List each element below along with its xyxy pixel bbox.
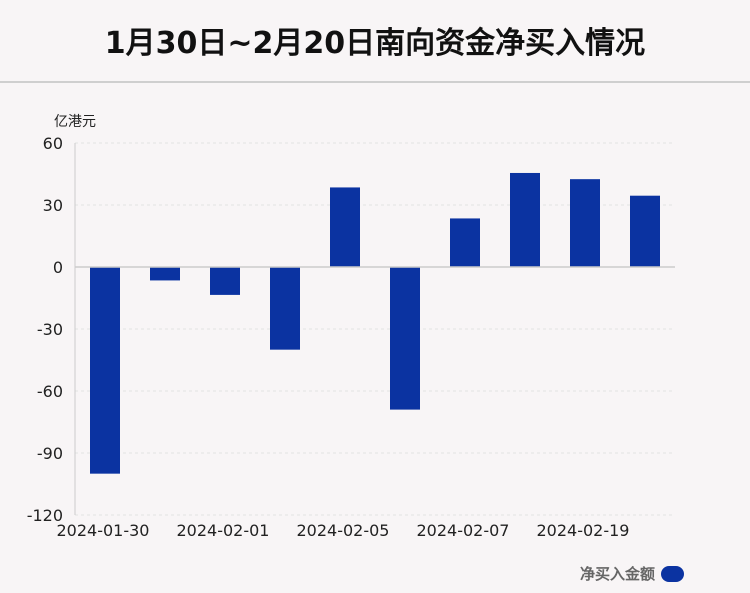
x-tick-label: 2024-02-19 — [537, 521, 630, 540]
bar — [510, 172, 540, 267]
bar — [90, 267, 120, 474]
x-tick-label: 2024-02-05 — [297, 521, 390, 540]
x-tick-label: 2024-01-30 — [57, 521, 150, 540]
y-tick-label: -90 — [37, 444, 63, 463]
x-tick-label: 2024-02-01 — [177, 521, 270, 540]
y-tick-label: -120 — [27, 506, 63, 525]
y-tick-label: -30 — [37, 320, 63, 339]
x-tick-label: 2024-02-07 — [417, 521, 510, 540]
title-divider — [0, 81, 750, 83]
legend: 净买入金额 — [580, 563, 684, 584]
y-tick-label: 30 — [43, 196, 63, 215]
legend-swatch — [661, 565, 684, 582]
bar — [390, 267, 420, 410]
bar — [150, 267, 180, 281]
legend-label: 净买入金额 — [579, 565, 655, 583]
y-tick-label: 0 — [53, 258, 63, 277]
bar — [630, 195, 660, 267]
bar — [330, 187, 360, 267]
y-tick-label: 60 — [43, 134, 63, 153]
bar — [450, 218, 480, 267]
y-axis-label: 亿港元 — [54, 114, 96, 130]
bar — [570, 179, 600, 267]
bar — [270, 267, 300, 350]
y-tick-label: -60 — [37, 382, 63, 401]
chart-title: 1月30日~2月20日南向资金净买入情况 — [104, 26, 646, 61]
bar — [210, 267, 240, 295]
